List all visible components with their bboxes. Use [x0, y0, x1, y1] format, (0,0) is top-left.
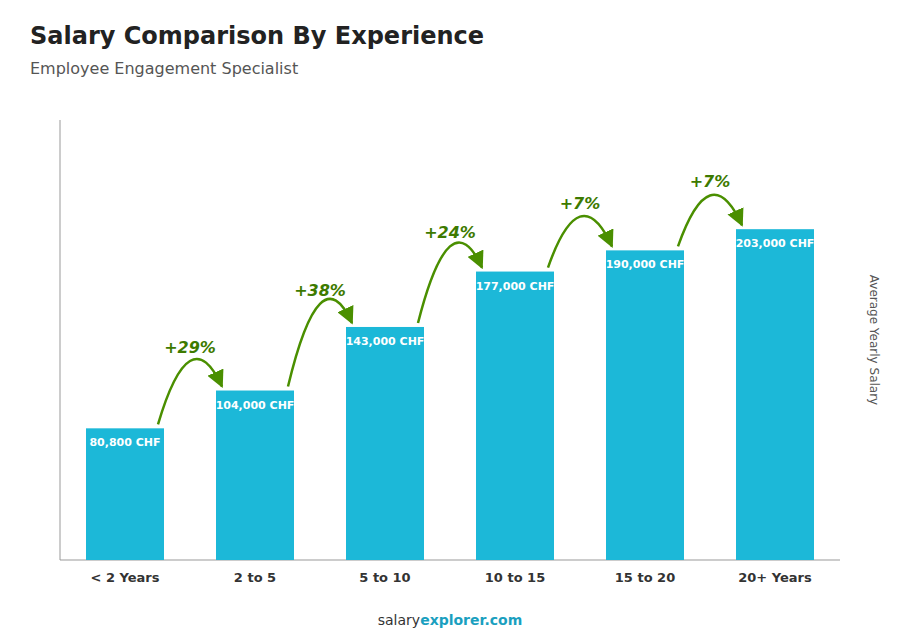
title: Salary Comparison By Experience	[30, 22, 484, 50]
bar	[216, 391, 294, 560]
data-label: 80,800 CHF	[89, 436, 160, 449]
x-tick-label: < 2 Years	[91, 570, 160, 585]
footer: salaryexplorer.com	[378, 612, 523, 628]
x-tick-label: 2 to 5	[234, 570, 276, 585]
bars	[86, 229, 814, 560]
footer-part: salary	[378, 612, 420, 628]
annotation: +24%	[424, 223, 476, 242]
data-label: 177,000 CHF	[476, 280, 555, 293]
growth-arrow	[288, 299, 352, 387]
y-axis-line	[60, 120, 61, 560]
y-axis-label: Average Yearly Salary	[867, 275, 881, 405]
data-label: 190,000 CHF	[606, 258, 685, 271]
annotation: +29%	[164, 338, 216, 357]
x-axis-line	[60, 560, 840, 561]
x-tick-label: 15 to 20	[615, 570, 675, 585]
growth-arrow	[548, 216, 612, 268]
data-label: 143,000 CHF	[346, 335, 425, 348]
x-tick-label: 5 to 10	[359, 570, 410, 585]
annotation: +7%	[560, 194, 601, 213]
growth-arrow	[678, 195, 742, 247]
x-tick-label: 20+ Years	[738, 570, 812, 585]
bar	[606, 250, 684, 560]
data-label: 104,000 CHF	[216, 399, 295, 412]
x-tick-label: 10 to 15	[485, 570, 545, 585]
chart: Salary Comparison By Experience Employee …	[0, 0, 900, 641]
subtitle: Employee Engagement Specialist	[30, 59, 298, 78]
data-label: 203,000 CHF	[736, 237, 815, 250]
bar	[476, 272, 554, 560]
annotation: +38%	[294, 281, 346, 300]
chart-container: Salary Comparison By Experience Employee …	[0, 0, 900, 641]
growth-arrow	[158, 359, 222, 424]
footer-part: explorer.com	[420, 612, 522, 628]
bar	[736, 229, 814, 560]
bar	[346, 327, 424, 560]
growth-arrow	[418, 242, 482, 322]
annotation: +7%	[690, 172, 731, 191]
bar	[86, 428, 164, 560]
